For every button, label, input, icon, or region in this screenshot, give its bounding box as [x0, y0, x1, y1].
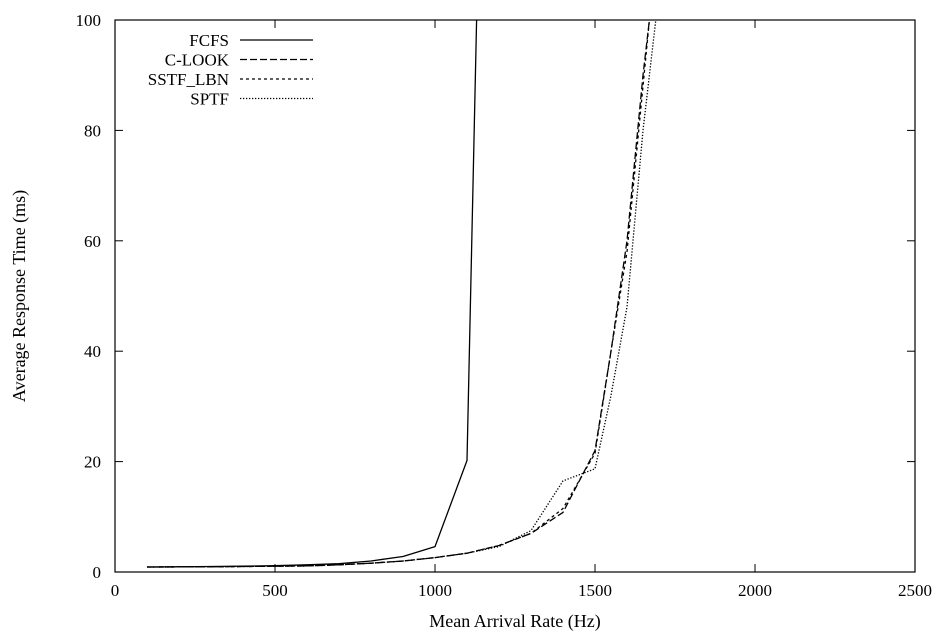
y-tick-label: 40: [84, 342, 101, 361]
y-tick-label: 20: [84, 453, 101, 472]
y-tick-label: 60: [84, 232, 101, 251]
legend-label: FCFS: [189, 31, 229, 50]
legend-label: SPTF: [190, 90, 229, 109]
y-tick-label: 100: [76, 11, 102, 30]
x-tick-label: 1000: [418, 581, 452, 600]
y-tick-label: 80: [84, 121, 101, 140]
series-line-fcfs: [146, 19, 478, 568]
x-tick-label: 1500: [578, 581, 612, 600]
legend-label: C-LOOK: [165, 51, 230, 70]
x-tick-label: 2000: [738, 581, 772, 600]
x-tick-label: 2500: [898, 581, 932, 600]
series-layer: [146, 19, 657, 568]
y-tick-label: 0: [93, 563, 102, 582]
y-axis-title: Average Response Time (ms): [9, 190, 30, 402]
x-tick-label: 0: [111, 581, 120, 600]
plot-frame: [114, 19, 916, 573]
x-axis-title: Mean Arrival Rate (Hz): [429, 611, 600, 632]
axis-ticks: 0 500 1000 1500 2000 2500 0 20 40 60 80 100: [76, 11, 933, 600]
x-tick-label: 500: [262, 581, 288, 600]
series-line-sptf: [146, 19, 657, 568]
legend-label: SSTF_LBN: [148, 70, 229, 89]
